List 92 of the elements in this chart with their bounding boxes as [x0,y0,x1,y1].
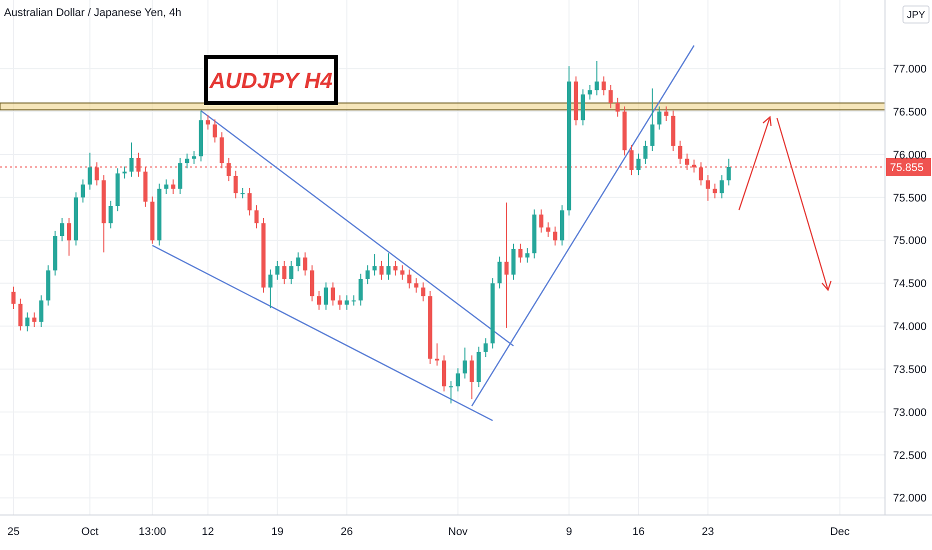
candlestick [122,166,127,180]
candlestick [726,158,731,186]
candlestick [289,260,294,285]
text: Australian Dollar / Japanese Yen, 4h [4,7,182,19]
y-tick-label: 74.500 [893,278,927,290]
candlestick [470,354,474,400]
candlestick [525,248,530,264]
candlestick [664,106,668,122]
candlestick [268,269,272,309]
candlestick [88,152,92,190]
candlestick [504,202,509,328]
x-tick-label: 23 [702,526,714,538]
x-tick-label: 26 [340,526,353,538]
candlestick [643,140,648,164]
candlestick [518,243,522,264]
candlestick [539,208,544,234]
candlestick [344,294,349,310]
x-tick-label: 19 [271,526,284,538]
candlestick [248,187,252,216]
candlestick [553,226,558,246]
candlestick [254,204,259,229]
candlestick [282,260,286,285]
candlestick [448,380,454,404]
candlestick [164,178,168,194]
candlestick [358,273,363,306]
candlestick [39,294,44,328]
candlestick [275,260,280,280]
candlestick [66,218,72,256]
y-tick-label: 75.000 [893,235,927,248]
candlestick [240,187,245,199]
candlestick [616,97,620,118]
candlestick [602,76,606,96]
x-tick-label: Dec [830,526,850,538]
candlestick [588,84,592,100]
candlestick [720,174,724,199]
candlestick [393,260,398,276]
candlestick [706,174,710,202]
candlestick [421,282,426,302]
candlestick [636,153,641,176]
candlestick [60,218,64,242]
y-tick-label: 77.000 [893,64,927,76]
x-tick-label: Nov [448,526,468,538]
candlestick [546,222,550,238]
candlestick [303,252,308,276]
y-tick-label: 72.500 [893,450,927,462]
candlestick [316,290,322,310]
x-tick-label: Oct [81,526,98,538]
candlestick [379,260,384,280]
candlestick [32,312,36,328]
candlestick [330,282,335,306]
x-tick-label: 16 [632,526,645,538]
y-tick-label: 72.000 [893,492,927,505]
candlestick [366,264,370,285]
candlestick [18,298,22,331]
y-tick-label: 74.000 [893,321,927,334]
annotation: AUDJPY H4 [208,68,333,93]
x-tick-label: 9 [566,526,572,538]
candlestick [372,254,377,276]
candlestick [608,84,613,109]
candlestick [296,252,300,272]
x-tick-label: 25 [7,526,20,538]
candlestick [650,88,654,152]
candlestick [352,294,356,306]
y-axis-title: JPY [906,10,926,21]
x-tick-label: 13:00 [138,526,166,538]
candlestick [386,252,391,280]
candlestick [212,118,217,143]
candlestick [206,114,210,130]
candlestick [484,338,488,358]
x-tick-label: 12 [202,526,214,538]
candlestick [129,142,134,178]
candlestick [462,347,467,380]
candlestick [80,178,85,204]
candlestick [498,256,502,289]
candlestick [192,150,196,164]
candlestick [108,200,113,229]
candlestick [594,60,599,96]
candlestick [25,312,30,332]
y-tick-label: 75.500 [893,192,927,204]
y-tick-label: 76.500 [893,106,927,118]
candlestick [407,269,412,289]
candlestick [324,282,328,310]
candlestick [234,170,238,199]
candlestick [657,106,662,130]
ref-line-label: 75.855 [890,162,924,174]
candlestick [11,286,16,310]
candlestick [678,140,682,164]
candlestick [171,178,176,194]
y-tick-label: 73.000 [893,406,927,419]
y-tick-label: 73.500 [893,364,927,376]
candlestick [414,278,418,294]
candlestick [456,368,460,392]
